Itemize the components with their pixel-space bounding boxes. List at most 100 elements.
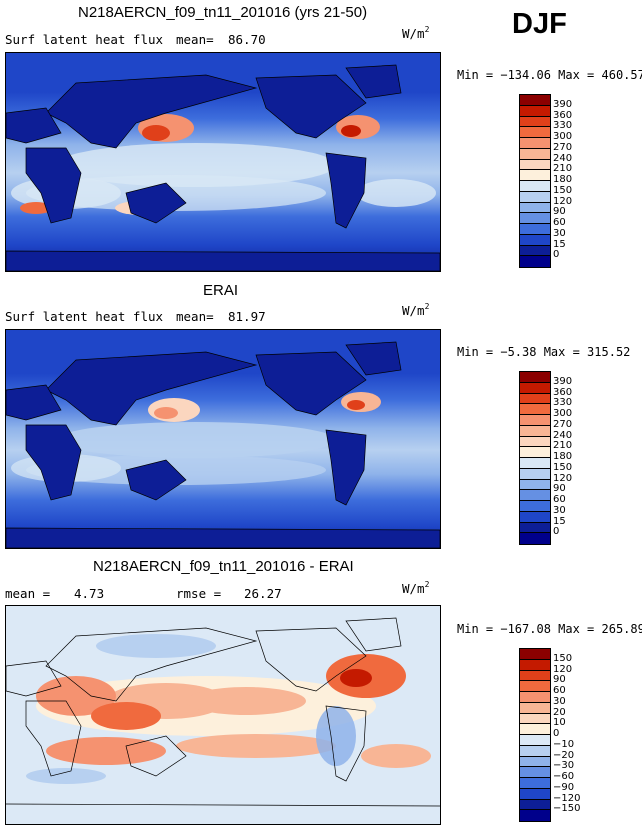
colorbar-3-swatch	[520, 692, 550, 703]
colorbar-2-swatch	[520, 372, 550, 383]
colorbar-3-tick-label: 20	[553, 706, 566, 718]
colorbar-2-swatch	[520, 522, 550, 534]
colorbar-2-swatch	[520, 511, 550, 523]
colorbar-2-tick-label: 180	[553, 451, 573, 462]
colorbar-1-tick-label: 240	[553, 152, 573, 164]
colorbar-3-swatch	[520, 799, 550, 811]
colorbar-1-tick-label: 300	[553, 131, 573, 142]
colorbar-3-swatch	[520, 756, 550, 768]
colorbar-1-swatch	[520, 95, 550, 106]
colorbar-1-tick-label: 120	[553, 195, 573, 207]
colorbar-1-tick-label: 270	[553, 141, 573, 153]
colorbar-3-swatch	[520, 735, 550, 746]
panel-1-minmax: Min = −134.06 Max = 460.57	[457, 68, 642, 82]
colorbar-1-swatch	[520, 159, 550, 171]
colorbar-3-tick-label: −90	[553, 781, 575, 793]
colorbar-2-swatch	[520, 468, 550, 480]
colorbar-3-swatch	[520, 767, 550, 778]
panel-3-minmax: Min = −167.08 Max = 265.89	[457, 622, 642, 636]
panel-3-map-plot	[6, 606, 440, 824]
panel-3-mean-label: mean =	[5, 586, 51, 601]
colorbar-1-tick-label: 390	[553, 98, 573, 110]
panel-3-map	[5, 605, 441, 825]
panel-1-units: W/m2	[402, 25, 430, 41]
colorbar-1-tick-label: 360	[553, 109, 573, 121]
colorbar-3-tick-label: 120	[553, 663, 573, 675]
colorbar-3-tick-label: 150	[553, 652, 573, 664]
colorbar-2-swatch	[520, 436, 550, 448]
colorbar-2-swatch	[520, 425, 550, 437]
colorbar-2-tick-label: 210	[553, 440, 573, 452]
colorbar-2-tick-label: 120	[553, 472, 573, 484]
panel-3-colorbar	[519, 648, 551, 822]
colorbar-1-swatch	[520, 245, 550, 257]
colorbar-2-tick-label: 330	[553, 397, 573, 409]
colorbar-3-tick-label: −30	[553, 760, 575, 772]
colorbar-1-swatch	[520, 234, 550, 246]
colorbar-1-tick-label: 0	[553, 249, 560, 261]
panel-1-title: N218AERCN_f09_tn11_201016 (yrs 21-50)	[78, 4, 368, 21]
colorbar-1-tick-label: 30	[553, 227, 566, 239]
panel-3-mean-value: 4.73	[74, 586, 105, 601]
panel-2-mean-label: mean=	[176, 309, 214, 324]
colorbar-2-tick-label: 240	[553, 429, 573, 441]
colorbar-3-swatch	[520, 778, 550, 789]
panel-1-colorbar	[519, 94, 551, 268]
colorbar-2-swatch	[520, 393, 550, 405]
panel-1-mean-label: mean=	[176, 32, 214, 47]
colorbar-2-tick-label: 15	[553, 515, 566, 527]
colorbar-3-tick-label: −60	[553, 771, 575, 782]
colorbar-3-swatch	[520, 788, 550, 800]
colorbar-1-swatch	[520, 148, 550, 160]
colorbar-2-tick-label: 360	[553, 386, 573, 398]
panel-1-map-plot	[6, 53, 440, 271]
colorbar-3-swatch	[520, 724, 550, 735]
colorbar-3-swatch	[520, 810, 550, 821]
colorbar-2-swatch	[520, 415, 550, 426]
colorbar-1-swatch	[520, 224, 550, 235]
panel-3-rmse-value: 26.27	[244, 586, 282, 601]
colorbar-1-swatch	[520, 181, 550, 192]
season-label: DJF	[512, 8, 567, 40]
colorbar-3-tick-label: −20	[553, 749, 575, 761]
colorbar-2-tick-label: 30	[553, 504, 566, 516]
colorbar-2-tick-label: 150	[553, 461, 573, 473]
colorbar-3-tick-label: 30	[553, 695, 566, 707]
panel-2-mean-value: 81.97	[228, 309, 266, 324]
colorbar-1-swatch	[520, 105, 550, 117]
colorbar-1-swatch	[520, 191, 550, 203]
panel-2-units: W/m2	[402, 302, 430, 318]
colorbar-1-swatch	[520, 202, 550, 214]
colorbar-3-tick-label: −120	[553, 792, 581, 804]
panel-1-map	[5, 52, 441, 272]
colorbar-2-swatch	[520, 533, 550, 544]
panel-3-title: N218AERCN_f09_tn11_201016 - ERAI	[93, 558, 354, 575]
colorbar-3-tick-label: 60	[553, 685, 566, 696]
colorbar-1-tick-label: 210	[553, 163, 573, 175]
colorbar-1-swatch	[520, 170, 550, 181]
colorbar-3-tick-label: 0	[553, 728, 560, 739]
colorbar-1-swatch	[520, 127, 550, 138]
colorbar-3-swatch	[520, 713, 550, 725]
colorbar-2-swatch	[520, 458, 550, 469]
colorbar-2-swatch	[520, 447, 550, 458]
colorbar-2-tick-label: 390	[553, 375, 573, 387]
colorbar-3-tick-label: 90	[553, 674, 566, 686]
panel-2-title: ERAI	[203, 282, 239, 299]
colorbar-1-tick-label: 180	[553, 174, 573, 185]
colorbar-1-tick-label: 60	[553, 217, 566, 228]
colorbar-3-swatch	[520, 670, 550, 682]
panel-3-units: W/m2	[402, 580, 430, 596]
colorbar-2-swatch	[520, 382, 550, 394]
colorbar-1-tick-label: 150	[553, 184, 573, 196]
colorbar-3-swatch	[520, 702, 550, 714]
colorbar-2-swatch	[520, 479, 550, 491]
panel-2-colorbar	[519, 371, 551, 545]
colorbar-2-tick-label: 270	[553, 418, 573, 430]
panel-3-rmse-label: rmse =	[176, 586, 222, 601]
colorbar-1-swatch	[520, 116, 550, 128]
colorbar-1-swatch	[520, 138, 550, 149]
colorbar-3-swatch	[520, 745, 550, 757]
colorbar-2-swatch	[520, 501, 550, 512]
panel-1-mean-value: 86.70	[228, 32, 266, 47]
